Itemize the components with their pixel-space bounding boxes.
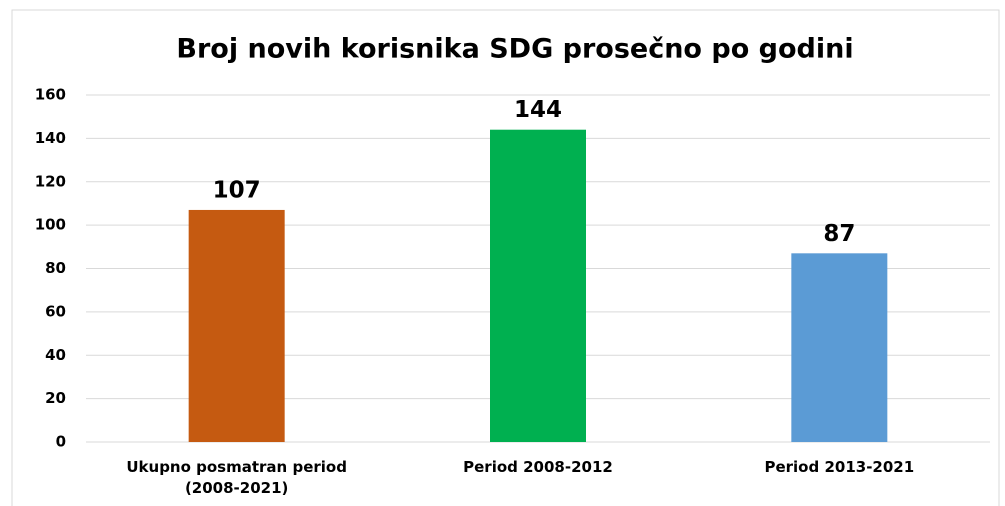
- chart-title: Broj novih korisnika SDG prosečno po god…: [176, 34, 853, 65]
- bar: [490, 129, 586, 442]
- x-tick-label: Period 2013-2021: [764, 458, 915, 476]
- x-tick-label: Ukupno posmatran period (2008-2021): [126, 458, 347, 497]
- y-tick-label: 0: [56, 433, 66, 451]
- bar: [791, 253, 888, 442]
- y-tick-label: 140: [35, 129, 66, 147]
- y-tick-label: 120: [35, 172, 66, 190]
- bar: [188, 209, 285, 442]
- y-tick-label: 80: [45, 259, 66, 277]
- y-tick-label: 40: [45, 346, 66, 364]
- y-tick-label: 100: [35, 216, 66, 234]
- data-label: 87: [823, 221, 855, 247]
- y-tick-label: 60: [45, 302, 66, 320]
- chart-border: [11, 9, 1000, 506]
- y-tick-label: 20: [45, 389, 66, 407]
- y-tick-label: 160: [35, 86, 66, 104]
- data-label: 144: [514, 97, 562, 123]
- data-label: 107: [213, 177, 261, 203]
- x-tick-label: Period 2008-2012: [463, 458, 613, 476]
